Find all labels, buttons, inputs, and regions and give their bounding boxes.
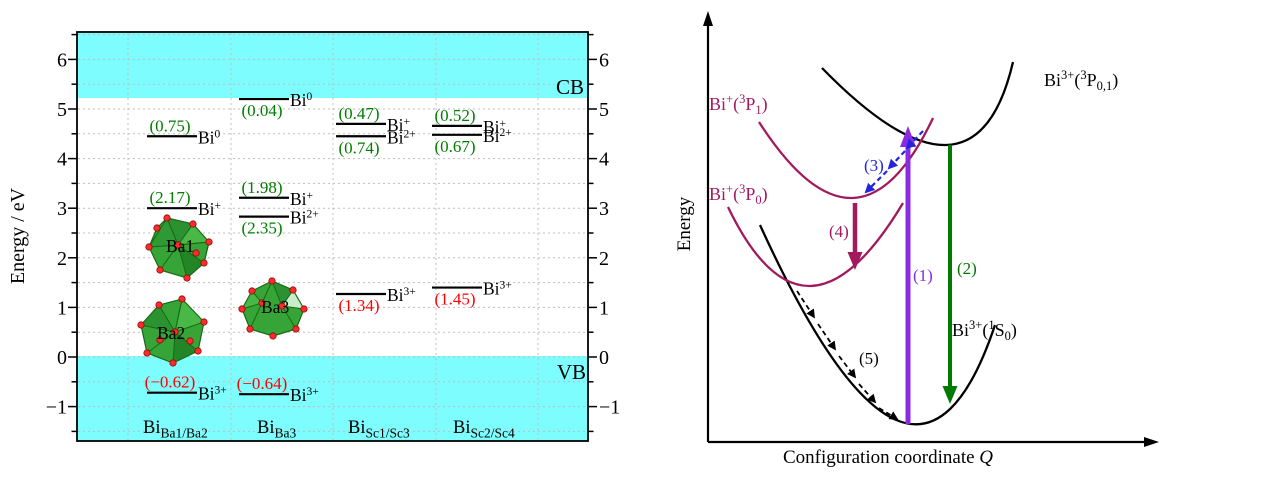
right-y-axis-title: Energy — [674, 196, 695, 251]
bi-plus-parabola-3P0 — [726, 202, 904, 288]
energy-level-panel: −1 −1 0 0 1 1 2 2 3 3 4 4 5 5 6 6 CB VB Ba1 — [7, 31, 620, 442]
level-species: Bi3+ — [387, 285, 416, 305]
transition-label-3: (3) — [864, 156, 884, 175]
y-tick-label-right: 2 — [599, 248, 609, 270]
y-tick-label-left: 6 — [57, 49, 67, 71]
left-y-axis-title: Energy / eV — [7, 187, 29, 284]
transition-label-2: (2) — [957, 259, 977, 278]
level-value: (1.34) — [338, 296, 379, 315]
plot-frame — [76, 31, 589, 442]
transition-arrows-5 — [796, 290, 899, 420]
state-label-bi3-3P01: Bi3+(3P0,1) — [1044, 68, 1118, 93]
y-tick-label-left: 1 — [57, 297, 67, 319]
defect-levels: (0.75)Bi0(2.17)Bi+(−0.62)Bi3+BiBa1/Ba2(0… — [143, 90, 515, 440]
x-category-label: BiBa3 — [257, 418, 296, 441]
level-value: (1.98) — [241, 178, 282, 197]
level-value: (2.17) — [149, 188, 190, 207]
level-species: Bi2+ — [387, 127, 416, 147]
level-species: Bi+ — [387, 115, 410, 135]
transition-arrows-3 — [864, 130, 924, 194]
transition-label-1: (1) — [913, 266, 933, 285]
ba3-label: Ba3 — [261, 297, 289, 317]
level-value: (0.74) — [338, 138, 379, 157]
y-tick-label-right: 0 — [599, 347, 609, 369]
x-category-label: BiSc1/Sc3 — [348, 418, 410, 441]
level-value: (1.45) — [434, 290, 475, 309]
x-category-label: BiBa1/Ba2 — [143, 418, 208, 441]
level-species: Bi3+ — [290, 385, 319, 405]
y-tick-label-right: 1 — [599, 297, 609, 319]
conduction-band-label: CB — [556, 75, 584, 99]
transition-label-5: (5) — [859, 349, 879, 368]
transition-arrow-4 — [847, 203, 863, 270]
transition-label-4: (4) — [829, 222, 849, 241]
level-value: (0.52) — [434, 106, 475, 125]
level-value: (0.04) — [241, 101, 282, 120]
excited-state-parabola-3P01 — [821, 61, 1015, 147]
level-species: Bi+ — [290, 189, 313, 209]
level-value: (0.67) — [434, 137, 475, 156]
ba1-polyhedron: Ba1 — [145, 214, 213, 282]
level-species: Bi2+ — [483, 126, 512, 146]
y-tick-label-left: −1 — [46, 397, 67, 419]
bi-plus-parabola-3P1 — [758, 117, 935, 200]
level-value: (0.75) — [149, 116, 190, 135]
level-species: Bi+ — [483, 117, 506, 137]
state-label-bi-plus-3P0: Bi+(3P0) — [709, 182, 768, 207]
state-label-bi3-1S0: Bi3+(1S0) — [952, 318, 1017, 343]
ba3-polyhedron: Ba3 — [238, 277, 308, 340]
level-species: Bi3+ — [198, 384, 227, 404]
valence-band-label: VB — [557, 360, 586, 384]
level-value: (2.35) — [241, 219, 282, 238]
state-label-bi-plus-3P1: Bi+(3P1) — [709, 92, 768, 117]
right-x-axis-title: Configuration coordinate Q — [783, 447, 993, 468]
x-axis-arrowhead-icon — [1144, 437, 1159, 447]
level-species: Bi2+ — [290, 208, 319, 228]
level-value: (0.47) — [338, 104, 379, 123]
level-species: Bi+ — [198, 199, 221, 219]
ba2-polyhedron: Ba2 — [137, 295, 208, 367]
y-tick-label-left: 3 — [57, 198, 67, 220]
y-tick-label-right: 3 — [599, 198, 609, 220]
y-axis-arrowhead-icon — [703, 11, 713, 26]
configuration-coordinate-panel: (1) (2) (3) (4) (5) Bi+(3P1) Bi+(3P0) Bi… — [674, 11, 1159, 468]
level-value: (−0.62) — [145, 373, 196, 392]
y-tick-label-left: 0 — [57, 347, 67, 369]
y-tick-label-right: −1 — [599, 397, 620, 419]
ba1-label: Ba1 — [166, 236, 194, 256]
y-tick-label-left: 2 — [57, 248, 67, 270]
level-species: Bi0 — [290, 90, 313, 110]
level-value: (−0.64) — [237, 374, 288, 393]
y-tick-label-right: 5 — [599, 99, 609, 121]
level-species: Bi0 — [198, 127, 221, 147]
grid-and-ticks: −1 −1 0 0 1 1 2 2 3 3 4 4 5 5 6 6 — [46, 33, 620, 440]
y-tick-label-right: 4 — [599, 149, 609, 171]
y-tick-label-right: 6 — [599, 49, 609, 71]
y-tick-label-left: 5 — [57, 99, 67, 121]
y-tick-label-left: 4 — [57, 149, 67, 171]
level-species: Bi3+ — [483, 279, 512, 299]
x-category-label: BiSc2/Sc4 — [453, 418, 515, 441]
ba2-label: Ba2 — [157, 323, 185, 343]
transition-arrow-2 — [942, 145, 958, 404]
